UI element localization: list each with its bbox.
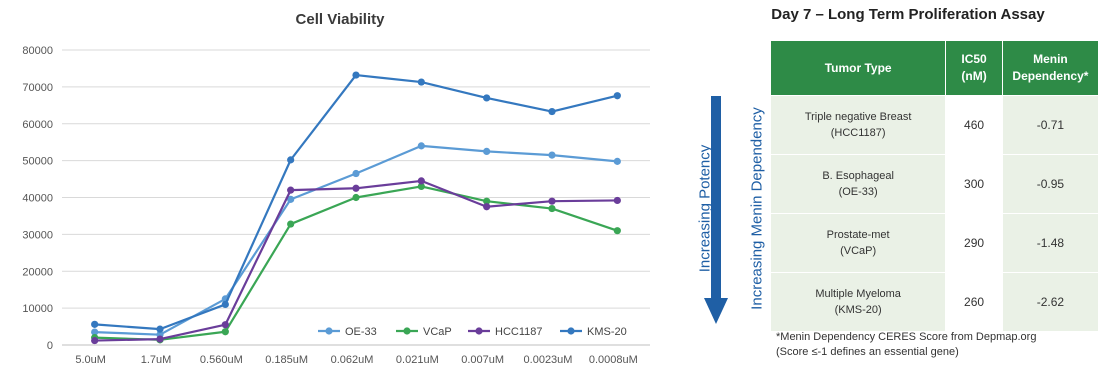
legend-marker xyxy=(567,327,575,335)
data-point xyxy=(548,197,556,205)
table-row: Prostate-met (VCaP) 290 -1.48 xyxy=(769,213,1099,273)
x-tick-label: 0.062uM xyxy=(331,354,374,366)
table-row: Triple negative Breast (HCC1187) 460 -0.7… xyxy=(769,95,1099,155)
data-point xyxy=(613,196,621,205)
data-point xyxy=(483,94,491,102)
y-tick-label: 80000 xyxy=(22,45,53,57)
down-arrow-icon xyxy=(704,96,734,328)
table-row: B. Esophageal (OE-33) 300 -0.95 xyxy=(769,154,1099,214)
cell-tumor-type: Prostate-met (VCaP) xyxy=(769,213,947,273)
data-point xyxy=(483,197,491,205)
data-point xyxy=(352,184,360,192)
x-tick-label: 0.007uM xyxy=(461,354,504,366)
data-point xyxy=(287,220,295,228)
cell-viability-chart: 0 10000 20000 30000 40000 50000 60000 70000 8000… xyxy=(22,45,650,366)
cell-menin: -1.48 xyxy=(1001,213,1099,273)
legend-marker xyxy=(325,327,333,335)
legend-label: KMS-20 xyxy=(587,326,627,338)
header-ic50: IC50 (nM) xyxy=(945,40,1003,96)
data-point xyxy=(483,203,491,211)
assay-table: Tumor Type IC50 (nM) Menin Dependency* Tri… xyxy=(769,40,1099,332)
data-point xyxy=(91,328,99,336)
data-point xyxy=(548,107,556,116)
legend-marker xyxy=(403,327,411,335)
arrow-label-menin: Increasing Menin Dependency xyxy=(748,107,766,310)
cell-menin: -0.95 xyxy=(1001,154,1099,214)
header-tumor-type: Tumor Type xyxy=(769,40,947,96)
data-point xyxy=(548,151,556,159)
y-tick-label: 60000 xyxy=(22,119,53,131)
cell-tumor-type: Triple negative Breast (HCC1187) xyxy=(769,95,947,155)
legend-label: OE-33 xyxy=(345,326,377,338)
data-point xyxy=(221,321,229,329)
table-footnote: *Menin Dependency CERES Score from Depma… xyxy=(776,331,1037,358)
cell-ic50: 260 xyxy=(945,272,1003,332)
cell-menin: -0.71 xyxy=(1001,95,1099,155)
data-point xyxy=(613,92,621,100)
y-tick-label: 20000 xyxy=(22,266,53,278)
data-point xyxy=(221,300,229,309)
data-point xyxy=(221,328,229,336)
x-tick-label: 0.560uM xyxy=(200,354,243,366)
x-tick-label: 0.185uM xyxy=(265,354,308,366)
cell-ic50: 300 xyxy=(945,154,1003,214)
y-tick-label: 40000 xyxy=(22,193,53,205)
header-menin-dependency: Menin Dependency* xyxy=(1001,40,1099,96)
data-point xyxy=(156,325,164,333)
legend-label: HCC1187 xyxy=(495,326,543,338)
x-tick-label: 1.7uM xyxy=(141,354,172,366)
data-point xyxy=(483,147,491,156)
cell-ic50: 460 xyxy=(945,95,1003,155)
data-point xyxy=(352,193,360,202)
data-point xyxy=(287,195,295,203)
data-point xyxy=(548,204,556,213)
y-tick-label: 30000 xyxy=(22,229,53,241)
data-point xyxy=(417,142,425,150)
data-point xyxy=(352,169,360,178)
series-line xyxy=(94,179,618,342)
data-point xyxy=(352,71,360,79)
chart-title: Cell Viability xyxy=(295,11,385,28)
y-tick-label: 0 xyxy=(47,340,53,352)
series-line xyxy=(94,185,618,341)
data-point xyxy=(613,157,621,165)
data-point xyxy=(156,335,164,343)
y-tick-label: 10000 xyxy=(22,303,53,315)
x-tick-label: 5.0uM xyxy=(75,354,106,366)
table-row: Multiple Myeloma (KMS-20) 260 -2.62 xyxy=(769,272,1099,332)
data-point xyxy=(417,78,425,86)
cell-tumor-type: B. Esophageal (OE-33) xyxy=(769,154,947,214)
x-tick-label: 0.0023uM xyxy=(524,354,573,366)
data-point xyxy=(91,336,99,345)
x-tick-label: 0.0008uM xyxy=(589,354,638,366)
data-point xyxy=(91,320,99,328)
data-point xyxy=(613,227,621,235)
table-header-row: Tumor Type IC50 (nM) Menin Dependency* xyxy=(769,40,1099,96)
data-point xyxy=(417,182,425,191)
legend-label: VCaP xyxy=(423,326,452,338)
cell-ic50: 290 xyxy=(945,213,1003,273)
y-tick-label: 50000 xyxy=(22,156,53,168)
legend-marker xyxy=(475,327,483,335)
data-point xyxy=(287,186,295,194)
x-tick-label: 0.021uM xyxy=(396,354,439,366)
cell-tumor-type: Multiple Myeloma (KMS-20) xyxy=(769,272,947,332)
table-title: Day 7 – Long Term Proliferation Assay xyxy=(771,6,1045,23)
data-point xyxy=(417,177,425,185)
cell-menin: -2.62 xyxy=(1001,272,1099,332)
data-point xyxy=(287,156,295,164)
y-tick-label: 70000 xyxy=(22,82,53,94)
